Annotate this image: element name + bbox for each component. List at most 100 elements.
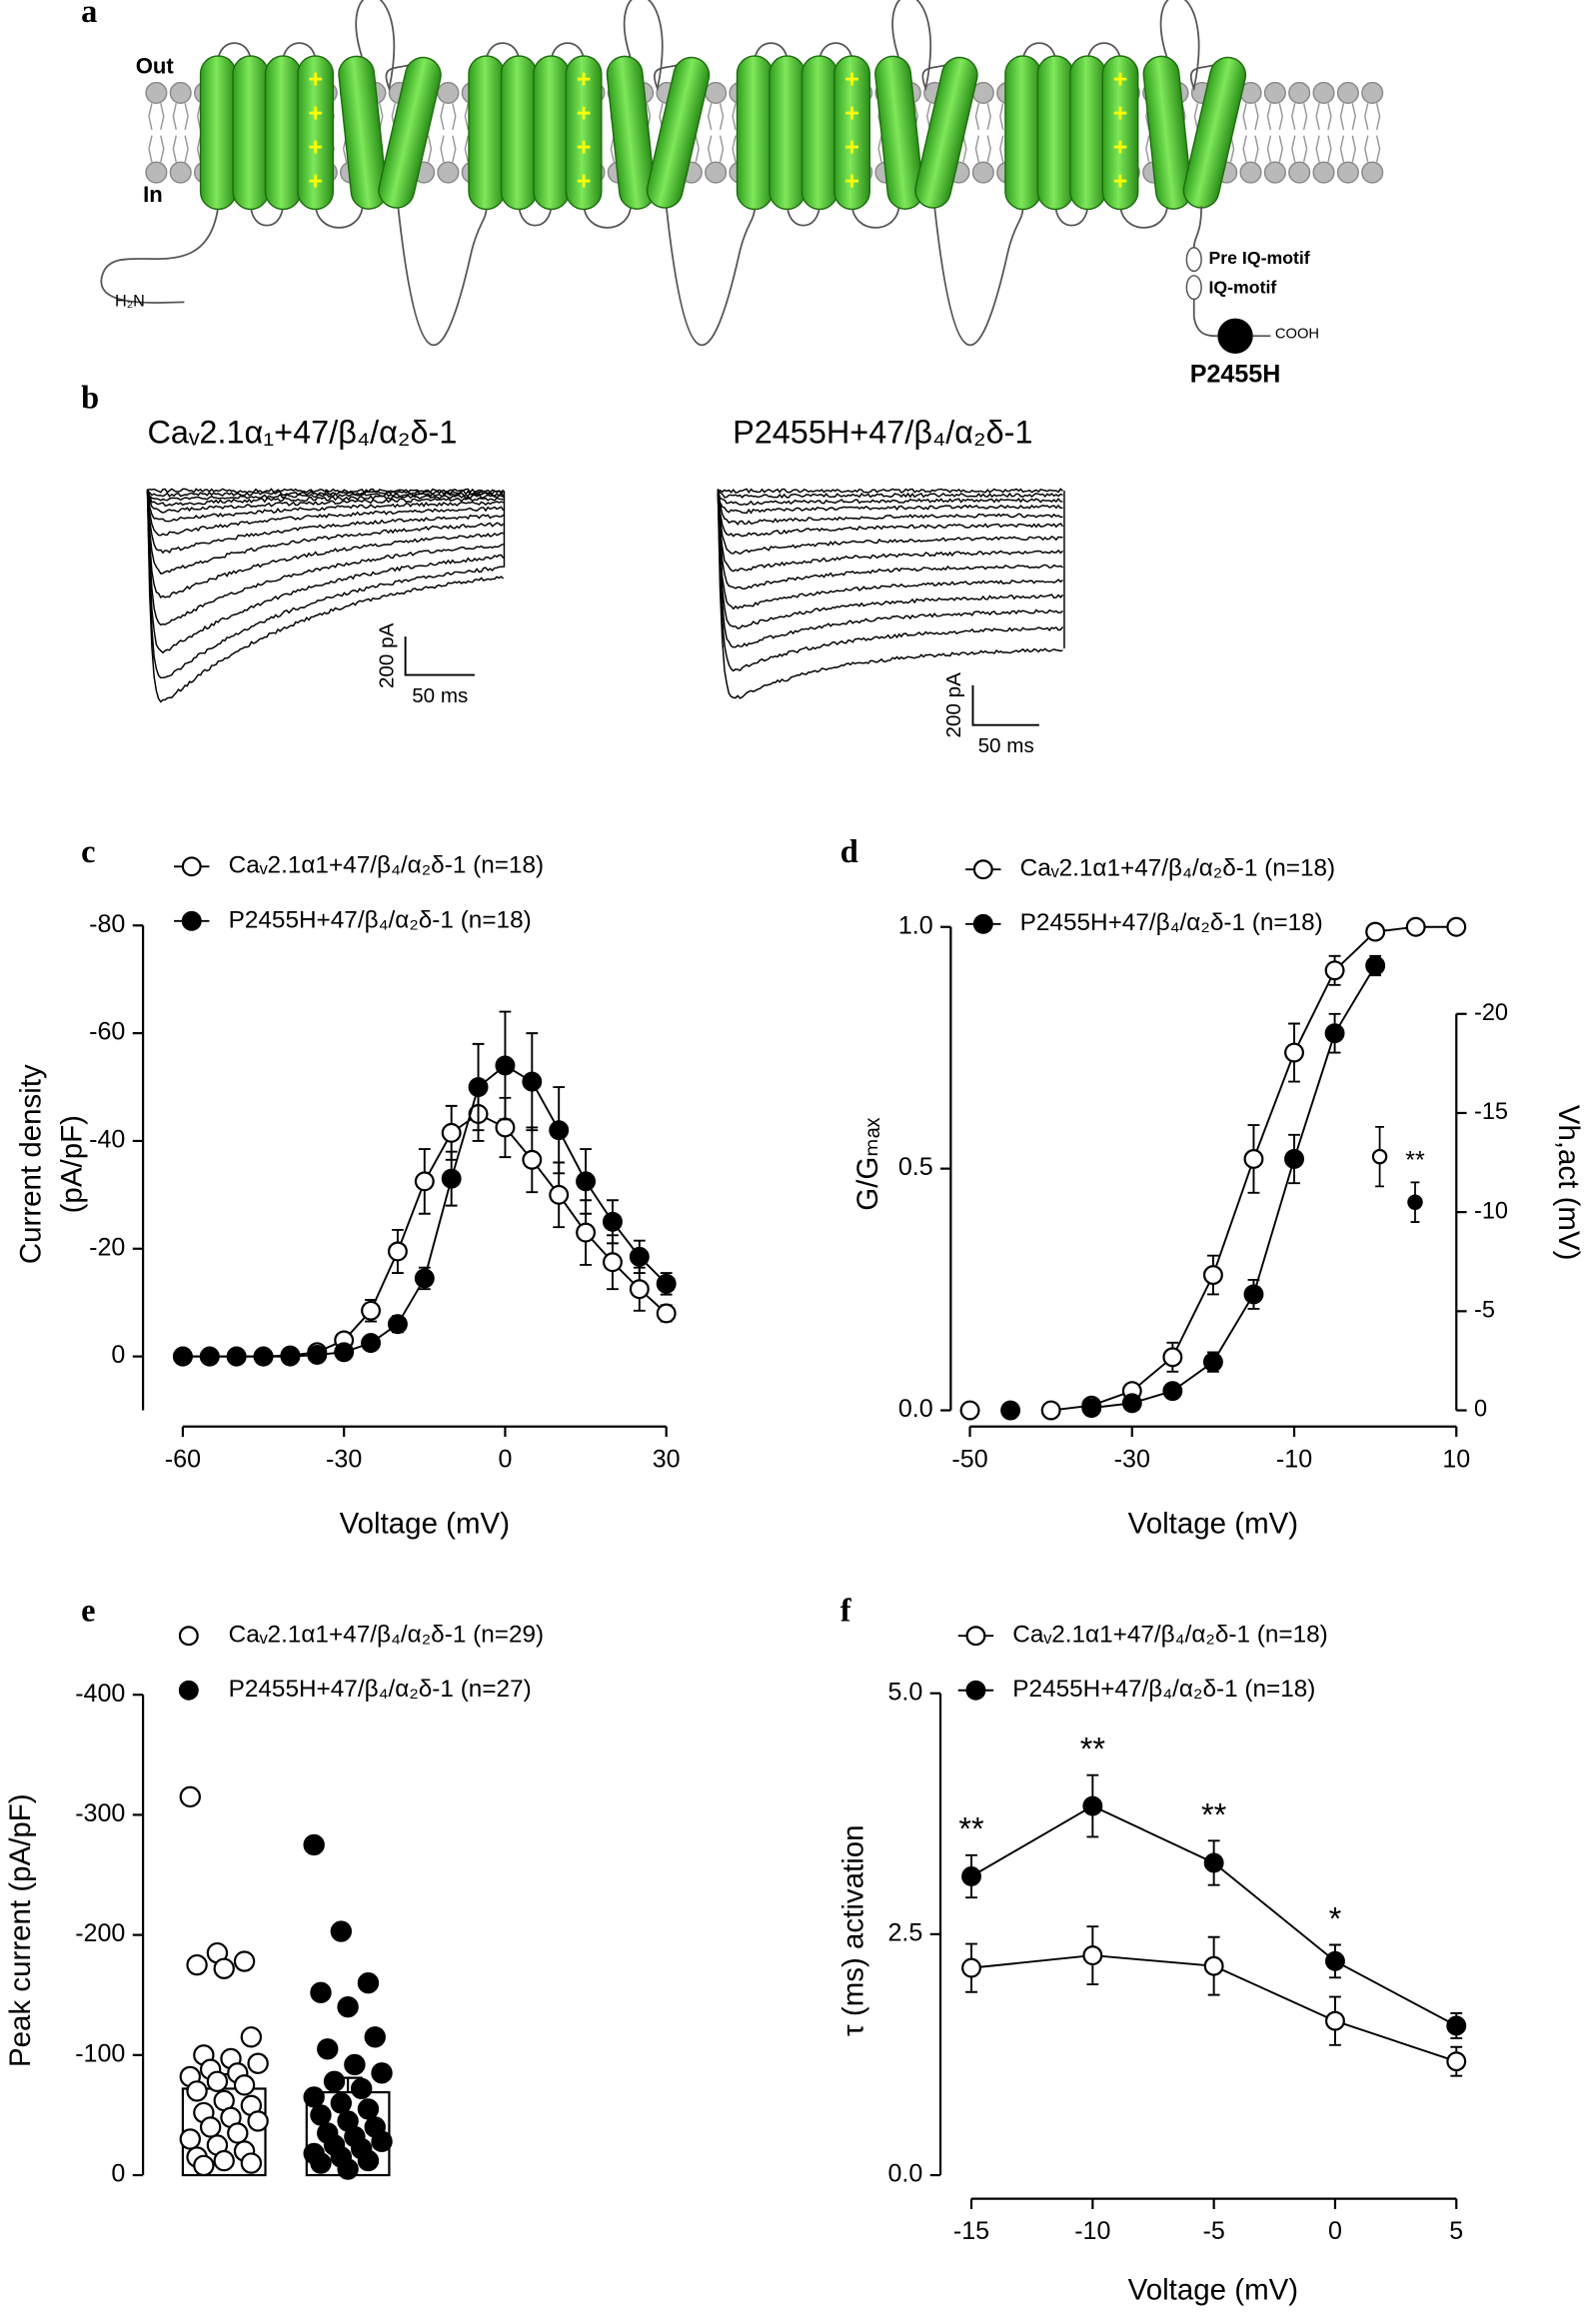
data-point <box>344 2053 366 2076</box>
data-point <box>357 2098 380 2120</box>
data-point <box>495 1117 516 1138</box>
loop <box>754 42 789 62</box>
charge: + <box>577 66 592 94</box>
data-point <box>1081 1398 1102 1419</box>
label: H₂N <box>115 293 145 311</box>
loop <box>1086 42 1121 62</box>
loop <box>818 42 853 62</box>
helix <box>769 55 806 211</box>
scale-label: 200 pA <box>942 672 965 738</box>
data-point <box>330 2092 353 2114</box>
helix <box>533 55 571 211</box>
significance: ** <box>1201 1796 1227 1832</box>
loop <box>623 0 691 92</box>
data-point <box>629 1246 650 1267</box>
current-trace <box>146 490 505 575</box>
data-point <box>1243 1284 1264 1305</box>
data-point <box>441 1168 462 1189</box>
lipid-head <box>1288 161 1311 184</box>
label: COOH <box>1275 327 1319 343</box>
current-trace <box>147 490 505 498</box>
data-point <box>1324 1023 1345 1044</box>
lipid-tail <box>1315 103 1332 130</box>
y2-tick-label: 0 <box>1474 1396 1487 1422</box>
data-point <box>1203 1955 1224 1976</box>
scale-bar <box>404 636 475 676</box>
y-tick-label: -60 <box>89 1018 125 1046</box>
data-point <box>303 1833 325 1856</box>
significance: ** <box>1080 1732 1106 1767</box>
data-point <box>199 2116 222 2138</box>
y-tick-label: 0.5 <box>898 1153 933 1181</box>
current-trace <box>146 492 504 514</box>
data-point <box>310 2152 332 2174</box>
significance: ** <box>1405 1146 1425 1174</box>
data-point <box>179 1785 201 1808</box>
current-trace <box>717 490 1064 672</box>
data-point <box>495 1055 516 1076</box>
helix <box>1142 55 1192 210</box>
charge: + <box>844 66 859 94</box>
data-point <box>1162 1347 1183 1368</box>
data-point <box>371 2062 393 2084</box>
lipid-tail <box>1266 135 1283 163</box>
lipid-head <box>705 161 728 184</box>
data-point <box>1284 1149 1304 1169</box>
data-point <box>1365 955 1386 976</box>
data-point <box>179 2128 201 2150</box>
y-tick-label: -400 <box>75 1680 125 1708</box>
x-tick-label: 5 <box>1449 2217 1463 2245</box>
data-point <box>387 1241 408 1262</box>
mutation-site <box>1217 318 1253 354</box>
current-trace <box>147 488 505 494</box>
panel-label: d <box>840 834 858 870</box>
panel-b: Caᵥ2.1α₁+47/β₄/α₂δ-1 200 pA 50 ms P2455H+47… <box>146 415 1065 757</box>
data-point <box>330 1920 353 1942</box>
lipid-head <box>1288 81 1311 104</box>
data-point <box>441 1122 462 1143</box>
data-point <box>247 2110 269 2132</box>
loop <box>583 203 633 229</box>
data-point <box>337 2158 359 2180</box>
current-trace <box>146 491 504 523</box>
charge: + <box>308 66 323 94</box>
panel-label: c <box>81 834 95 870</box>
lipid-head <box>1263 81 1286 104</box>
lipid-head <box>1239 161 1262 184</box>
data-point <box>371 2130 393 2153</box>
current-trace <box>146 491 505 555</box>
data-point <box>1324 960 1345 981</box>
helix <box>833 55 870 211</box>
label: In <box>143 182 163 207</box>
data-point <box>1082 1795 1103 1816</box>
loop <box>1021 42 1056 62</box>
data-point <box>1203 1852 1224 1873</box>
loop <box>1159 0 1227 92</box>
lipid-head <box>145 161 168 184</box>
data-point <box>193 2154 215 2177</box>
lipid-tail <box>440 103 457 130</box>
x-axis-title: Voltage (mV) <box>1128 2273 1298 2306</box>
helix <box>378 56 442 209</box>
lipid-head <box>437 161 460 184</box>
data-point <box>247 2052 269 2074</box>
legend-marker <box>181 910 202 931</box>
legend-marker <box>178 1626 199 1647</box>
loop <box>217 42 252 62</box>
data-point <box>414 1171 435 1192</box>
legend-marker <box>965 1680 986 1701</box>
helix <box>199 55 237 211</box>
x-axis-title: Voltage (mV) <box>340 1507 510 1540</box>
legend-label: P2455H+47/β₄/α₂δ-1 (n=27) <box>229 1676 532 1703</box>
panel-label: e <box>81 1594 95 1630</box>
legend-label: P2455H+47/β₄/α₂δ-1 (n=18) <box>1020 909 1323 936</box>
current-trace <box>718 488 1063 495</box>
lipid-head <box>705 81 728 104</box>
helix <box>1182 56 1247 209</box>
current-trace <box>717 491 1064 629</box>
x-tick-label: 30 <box>653 1445 681 1473</box>
lipid-tail <box>974 135 991 163</box>
y-tick-label: 1.0 <box>898 911 933 939</box>
y-tick-label: -300 <box>75 1799 125 1827</box>
lipid-tail <box>707 103 725 130</box>
